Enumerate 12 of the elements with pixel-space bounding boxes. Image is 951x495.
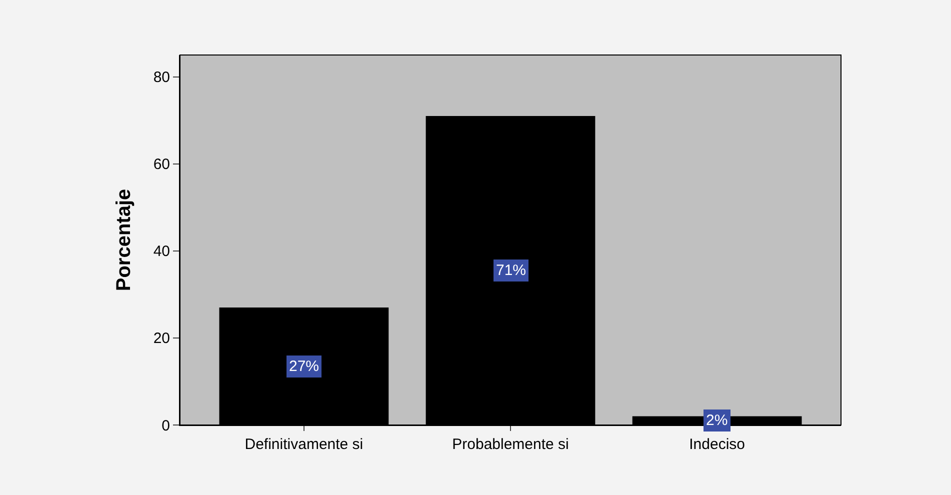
x-tick-label: Indeciso — [689, 436, 745, 453]
y-tick-label: 60 — [153, 156, 170, 174]
y-tick-label: 40 — [153, 243, 170, 260]
data-label: 2% — [706, 412, 728, 429]
data-label: 71% — [496, 262, 526, 279]
y-tick-label: 80 — [153, 69, 170, 86]
y-tick-label: 0 — [162, 417, 170, 434]
y-tick-label: 20 — [153, 330, 170, 348]
x-tick-label: Definitivamente si — [244, 436, 364, 453]
data-label: 27% — [289, 358, 320, 375]
x-tick-label: Probablemente si — [452, 436, 569, 453]
y-axis-title: Porcentaje — [113, 188, 135, 292]
